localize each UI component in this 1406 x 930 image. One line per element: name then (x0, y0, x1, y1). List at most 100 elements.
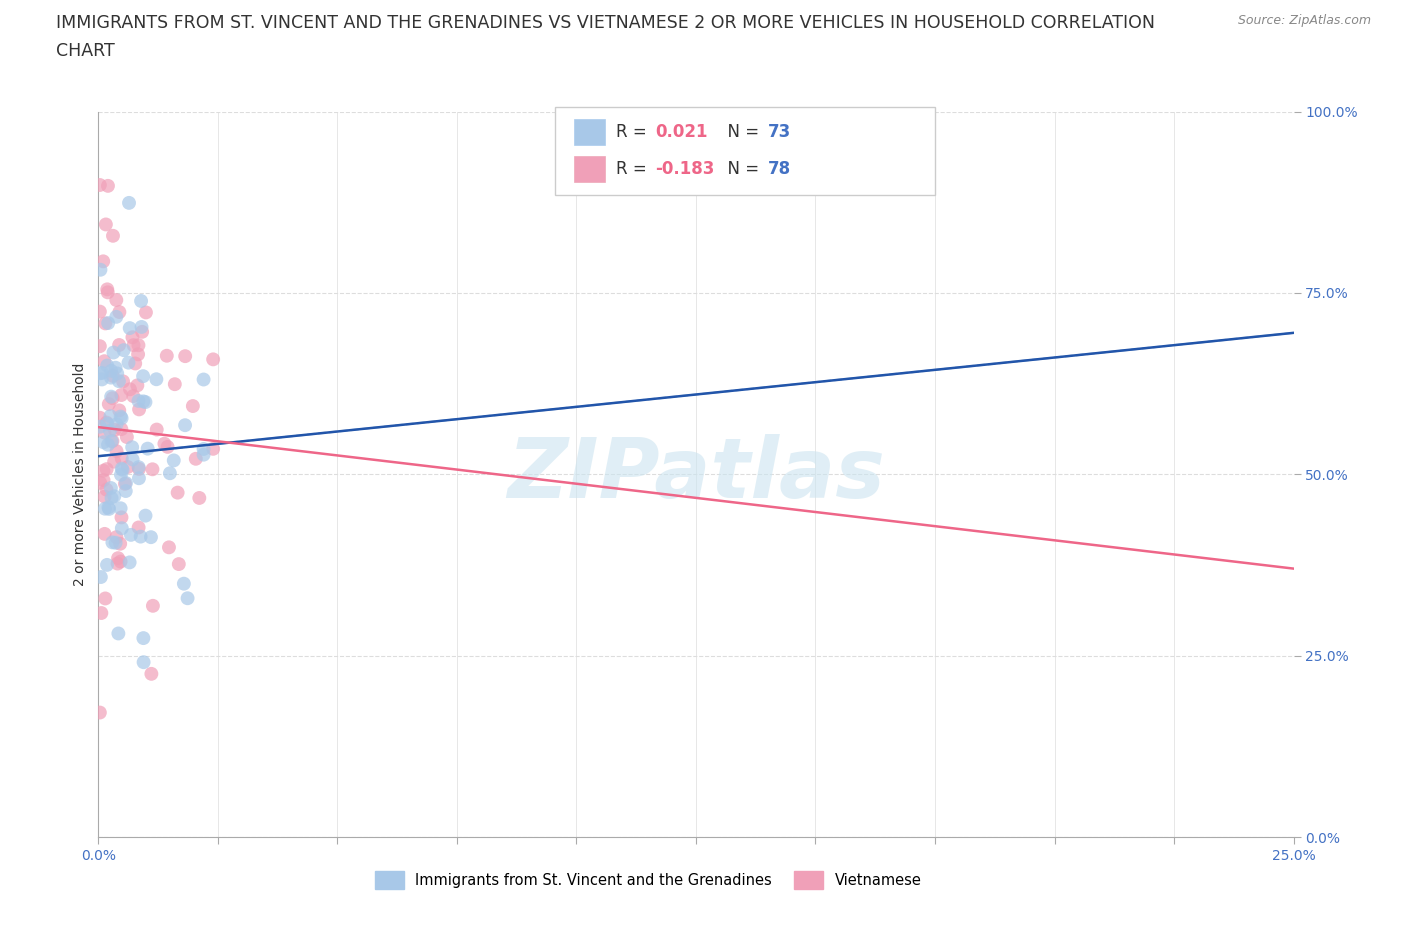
Point (97, 179, 120, 193)
Point (167, 557, 190, 572)
Text: 73: 73 (768, 123, 792, 141)
Point (93, 526, 115, 541)
Point (100, 481, 122, 496)
Point (107, 556, 129, 571)
Point (202, 442, 225, 457)
Point (93, 435, 115, 450)
Point (89, 410, 111, 425)
Point (127, 347, 149, 362)
Point (173, 577, 195, 591)
Point (114, 476, 136, 491)
Point (131, 320, 153, 335)
Point (103, 345, 125, 360)
Point (108, 305, 131, 320)
Point (115, 430, 138, 445)
Point (121, 440, 143, 455)
Point (127, 338, 149, 352)
Point (124, 356, 146, 371)
Text: N =: N = (717, 160, 765, 179)
Point (202, 352, 225, 366)
Point (118, 382, 141, 397)
Point (117, 459, 139, 474)
Point (93, 353, 115, 368)
Point (118, 195, 141, 210)
Point (89, 705, 111, 720)
Point (193, 442, 215, 457)
Point (90, 372, 112, 387)
Point (127, 393, 149, 408)
Text: IMMIGRANTS FROM ST. VINCENT AND THE GRENADINES VS VIETNAMESE 2 OR MORE VEHICLES : IMMIGRANTS FROM ST. VINCENT AND THE GREN… (56, 14, 1156, 32)
Text: CHART: CHART (56, 42, 115, 60)
Point (159, 466, 181, 481)
Point (91, 365, 114, 380)
Y-axis label: 2 or more Vehicles in Household: 2 or more Vehicles in Household (73, 363, 87, 586)
Point (128, 459, 150, 474)
Point (101, 229, 124, 244)
Point (129, 529, 152, 544)
Point (97, 285, 120, 299)
Point (93, 463, 115, 478)
Point (110, 467, 132, 482)
Point (121, 452, 143, 467)
Point (145, 422, 167, 437)
Point (111, 461, 134, 476)
Point (93, 489, 115, 504)
Point (93, 425, 115, 440)
Text: R =: R = (616, 123, 652, 141)
Point (97, 396, 120, 411)
Point (111, 451, 134, 466)
Point (98, 423, 121, 438)
Point (110, 388, 132, 403)
Point (193, 372, 215, 387)
Point (97, 437, 120, 452)
Point (100, 491, 122, 506)
Point (110, 421, 132, 436)
Point (110, 554, 132, 569)
Point (105, 530, 128, 545)
Point (156, 349, 179, 364)
Point (153, 436, 176, 451)
Point (122, 389, 145, 404)
Text: 0.021: 0.021 (655, 123, 707, 141)
Point (121, 330, 143, 345)
Point (94, 591, 117, 605)
Point (156, 440, 179, 455)
Point (128, 402, 150, 417)
Point (93, 472, 115, 487)
Point (108, 537, 131, 551)
Point (105, 293, 128, 308)
Point (110, 510, 132, 525)
Point (176, 591, 198, 605)
Point (103, 489, 125, 504)
Point (100, 433, 122, 448)
Text: ZIPatlas: ZIPatlas (508, 433, 884, 515)
Point (90, 605, 112, 620)
Text: -0.183: -0.183 (655, 160, 714, 179)
Point (104, 360, 127, 375)
Point (96, 461, 118, 476)
Text: R =: R = (616, 160, 652, 179)
Point (122, 338, 145, 352)
Point (145, 372, 167, 387)
Point (98, 501, 121, 516)
Point (90, 569, 112, 584)
Point (104, 422, 127, 437)
Point (107, 551, 129, 565)
Point (134, 394, 156, 409)
Point (141, 462, 163, 477)
Point (96, 282, 118, 297)
Point (118, 321, 141, 336)
Text: Source: ZipAtlas.com: Source: ZipAtlas.com (1237, 14, 1371, 27)
Point (101, 368, 124, 383)
Point (97, 500, 120, 515)
Point (100, 370, 122, 385)
Point (105, 417, 128, 432)
Point (157, 540, 180, 555)
Point (132, 394, 155, 409)
Point (129, 294, 152, 309)
Point (89, 304, 111, 319)
Point (131, 325, 153, 339)
Point (96, 358, 118, 373)
Point (97, 315, 120, 330)
Point (89, 178, 111, 193)
